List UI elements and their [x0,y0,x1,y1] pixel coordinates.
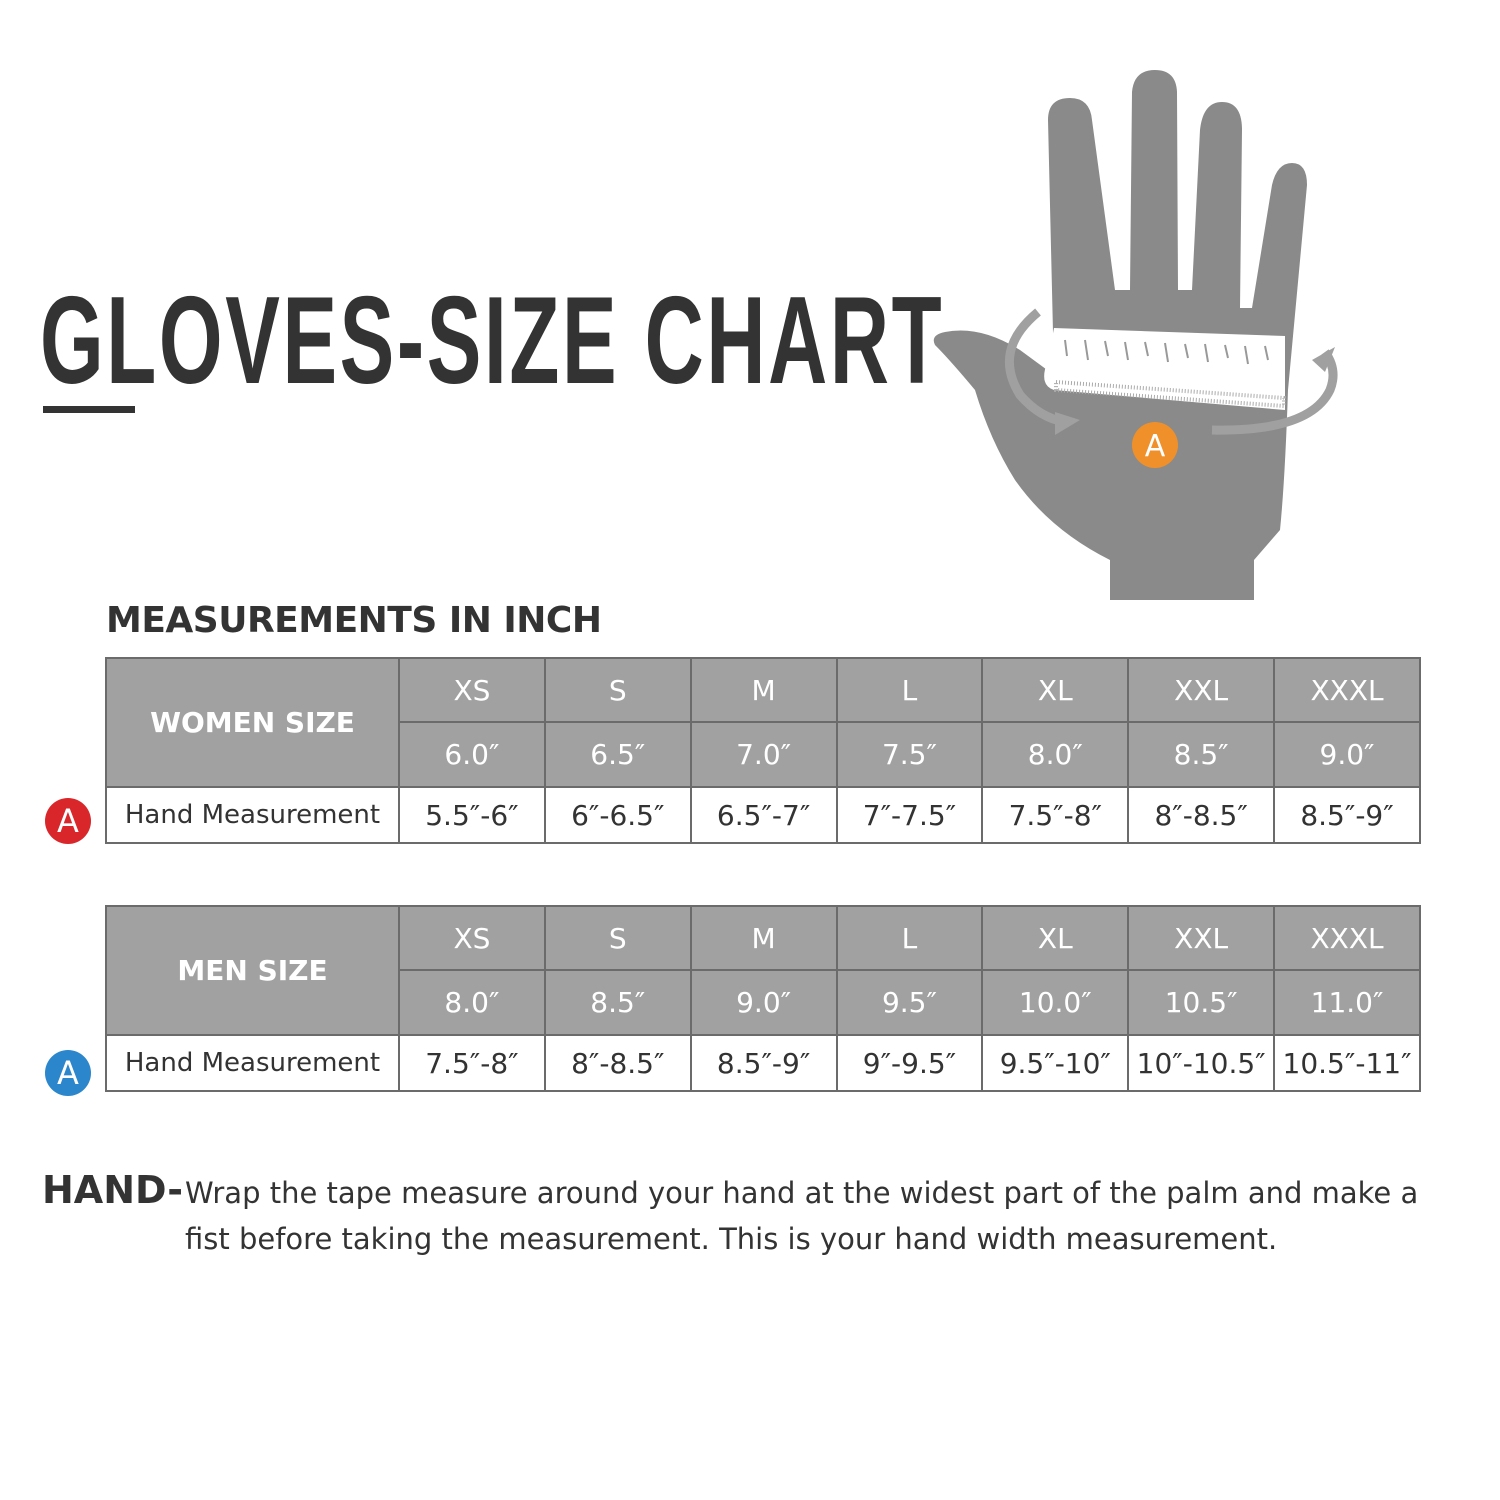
table-row: Hand Measurement 5.5″-6″ 6″-6.5″ 6.5″-7″… [105,786,1421,844]
glove-size-cell: 11.0″ [1273,969,1421,1036]
measurement-cell: 10″-10.5″ [1127,1034,1276,1092]
measurement-cell: 7.5″-8″ [981,786,1130,844]
size-cell: XXL [1127,905,1276,971]
measurement-cell: 5.5″-6″ [398,786,546,844]
row-label: Hand Measurement [105,786,400,844]
measurement-cell: 8.5″-9″ [1273,786,1421,844]
size-cell: L [835,905,984,971]
men-badge: A [45,1050,91,1096]
glove-size-cell: 10.5″ [1127,969,1276,1036]
size-cell: XXXL [1273,657,1421,723]
instructions-text: Wrap the tape measure around your hand a… [185,1176,1419,1256]
glove-size-cell: 6.5″ [543,721,692,788]
men-size-label: MEN SIZE [105,905,400,1036]
size-cell: S [543,905,692,971]
glove-size-cell: 9.5″ [835,969,984,1036]
men-size-table: MEN SIZE XS S M L XL XXL XXXL 8.0″ 8.5″ … [105,905,1421,1092]
size-cell: XS [398,657,546,723]
size-cell: XL [981,657,1130,723]
size-cell: M [689,905,838,971]
page-title: GLOVES-SIZE CHART [40,272,945,410]
women-size-label: WOMEN SIZE [105,657,400,788]
tape-measure-icon [1044,328,1286,410]
measurement-cell: 9.5″-10″ [981,1034,1130,1092]
glove-size-cell: 9.0″ [689,969,838,1036]
measurement-cell: 6.5″-7″ [689,786,838,844]
title-underline [43,406,135,413]
size-cell: XXXL [1273,905,1421,971]
glove-size-cell: 6.0″ [398,721,546,788]
size-cell: S [543,657,692,723]
size-cell: XS [398,905,546,971]
measurement-cell: 9″-9.5″ [835,1034,984,1092]
section-subtitle: MEASUREMENTS IN INCH [106,600,602,641]
glove-size-cell: 7.0″ [689,721,838,788]
measurement-cell: 10.5″-11″ [1273,1034,1421,1092]
measurement-a-badge [1132,422,1178,468]
table-row: WOMEN SIZE XS S M L XL XXL XXXL [105,657,1421,788]
table-row: Hand Measurement 7.5″-8″ 8″-8.5″ 8.5″-9″… [105,1034,1421,1092]
glove-size-cell: 7.5″ [835,721,984,788]
measurement-cell: 8″-8.5″ [543,1034,692,1092]
measurement-cell: 6″-6.5″ [543,786,692,844]
measurement-cell: 7.5″-8″ [398,1034,546,1092]
badge-letter: A [1145,429,1166,464]
instructions-label: HAND- [42,1168,184,1212]
women-badge: A [45,798,91,844]
size-cell: XL [981,905,1130,971]
women-size-table: WOMEN SIZE XS S M L XL XXL XXXL 6.0″ 6.5… [105,657,1421,844]
measurement-cell: 8.5″-9″ [689,1034,838,1092]
measurement-cell: 8″-8.5″ [1127,786,1276,844]
table-row: MEN SIZE XS S M L XL XXL XXXL [105,905,1421,1036]
glove-size-cell: 9.0″ [1273,721,1421,788]
wrap-arrow-icon [1004,308,1338,435]
glove-size-cell: 8.5″ [1127,721,1276,788]
size-cell: L [835,657,984,723]
row-label: Hand Measurement [105,1034,400,1092]
glove-size-cell: 8.0″ [398,969,546,1036]
measurement-cell: 7″-7.5″ [835,786,984,844]
hand-measurement-illustration: A [933,70,1338,600]
glove-size-cell: 8.5″ [543,969,692,1036]
size-cell: M [689,657,838,723]
glove-size-cell: 10.0″ [981,969,1130,1036]
glove-size-cell: 8.0″ [981,721,1130,788]
size-cell: XXL [1127,657,1276,723]
